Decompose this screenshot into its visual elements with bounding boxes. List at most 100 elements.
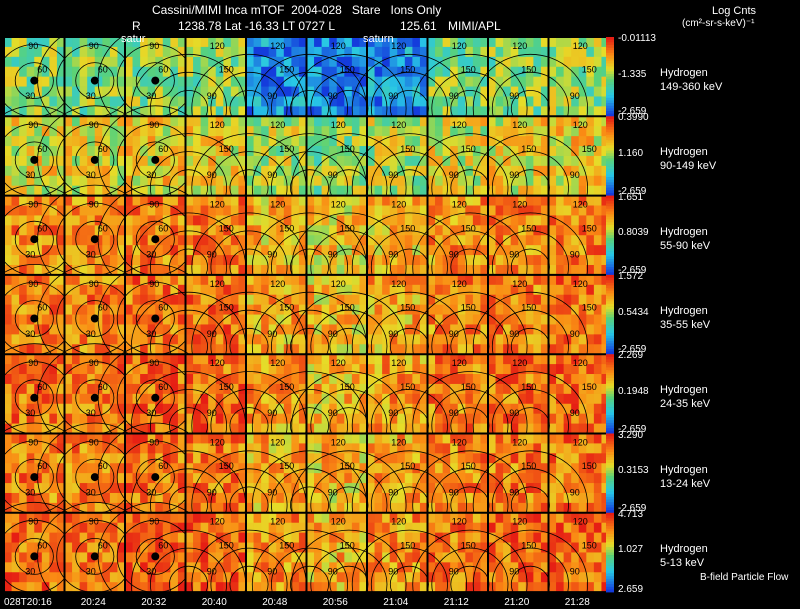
cell [109, 413, 118, 424]
cell [329, 165, 338, 177]
cell [215, 324, 224, 335]
cell [200, 443, 209, 454]
cell [261, 324, 270, 335]
cell [177, 126, 186, 137]
cell [147, 185, 156, 196]
cell [208, 96, 217, 107]
cell [208, 116, 217, 127]
cell [336, 126, 345, 137]
cell [465, 582, 474, 593]
panel-r3-c8 [412, 274, 549, 401]
cell [94, 552, 103, 563]
panel-r4-c4 [191, 354, 307, 481]
cell [79, 225, 88, 236]
contour-line [14, 141, 54, 179]
credit-label: MIMI/APL [448, 19, 501, 33]
cell [268, 245, 277, 256]
cell [397, 344, 406, 355]
cell [4, 96, 12, 107]
cell [578, 195, 587, 206]
cell [261, 473, 270, 484]
cell [578, 364, 587, 375]
cell [177, 433, 186, 444]
cell [601, 255, 610, 266]
cell [321, 572, 330, 583]
cell [427, 106, 436, 117]
cell [548, 463, 557, 474]
cell [49, 364, 58, 375]
cell [170, 46, 179, 58]
cell [367, 284, 375, 296]
cell [109, 492, 118, 504]
cell [193, 542, 202, 553]
cell [329, 463, 338, 474]
cell [177, 582, 186, 593]
cell [298, 46, 307, 58]
cell [170, 284, 179, 296]
cell [132, 453, 141, 464]
cell [102, 344, 111, 355]
cell [488, 502, 496, 514]
cell [147, 274, 156, 286]
contour-label: 120 [573, 517, 588, 527]
contour-label: 90 [149, 358, 159, 368]
cell [367, 502, 375, 514]
cell [419, 532, 428, 543]
cell [540, 522, 549, 534]
cell [87, 453, 96, 464]
contour-label: 90 [328, 91, 338, 101]
cell [193, 165, 202, 177]
cell [329, 324, 338, 335]
cell [593, 552, 602, 563]
contour-label: 60 [98, 382, 108, 392]
cell [109, 56, 118, 68]
cell [208, 155, 217, 167]
cell [132, 304, 141, 315]
cell [525, 175, 534, 187]
cell [472, 56, 481, 68]
cell [480, 66, 489, 78]
cell [238, 76, 247, 87]
cell [427, 56, 436, 68]
cell [41, 66, 50, 78]
cell [230, 522, 239, 534]
cell [94, 423, 103, 434]
cell [314, 264, 323, 276]
cell [109, 374, 118, 385]
cell [533, 185, 542, 196]
cell [94, 175, 103, 187]
cell [177, 354, 186, 365]
cell [79, 284, 88, 296]
cell [314, 522, 323, 534]
cell [125, 205, 133, 216]
cell [321, 86, 330, 97]
cell [495, 304, 504, 315]
cell [518, 572, 527, 583]
cell [193, 344, 202, 355]
cell [147, 344, 156, 355]
cell [329, 433, 338, 444]
cell [321, 344, 330, 355]
cell [314, 106, 323, 117]
cell [427, 492, 436, 504]
cell [155, 195, 164, 206]
cell [374, 304, 383, 315]
contour-label: 60 [158, 303, 168, 313]
cell [238, 383, 247, 395]
cell [427, 274, 436, 286]
contour-label: 60 [37, 144, 47, 154]
cell [193, 46, 202, 58]
cell [397, 146, 406, 157]
contour-label: 90 [570, 170, 580, 180]
cell [185, 185, 194, 196]
cell [351, 334, 360, 345]
cell [540, 324, 549, 335]
cell [374, 344, 383, 355]
cell [117, 492, 126, 504]
cell [246, 136, 254, 147]
cell [56, 304, 65, 315]
cell [253, 413, 262, 424]
cell [359, 96, 368, 107]
cell [41, 582, 50, 593]
cell [359, 374, 368, 385]
